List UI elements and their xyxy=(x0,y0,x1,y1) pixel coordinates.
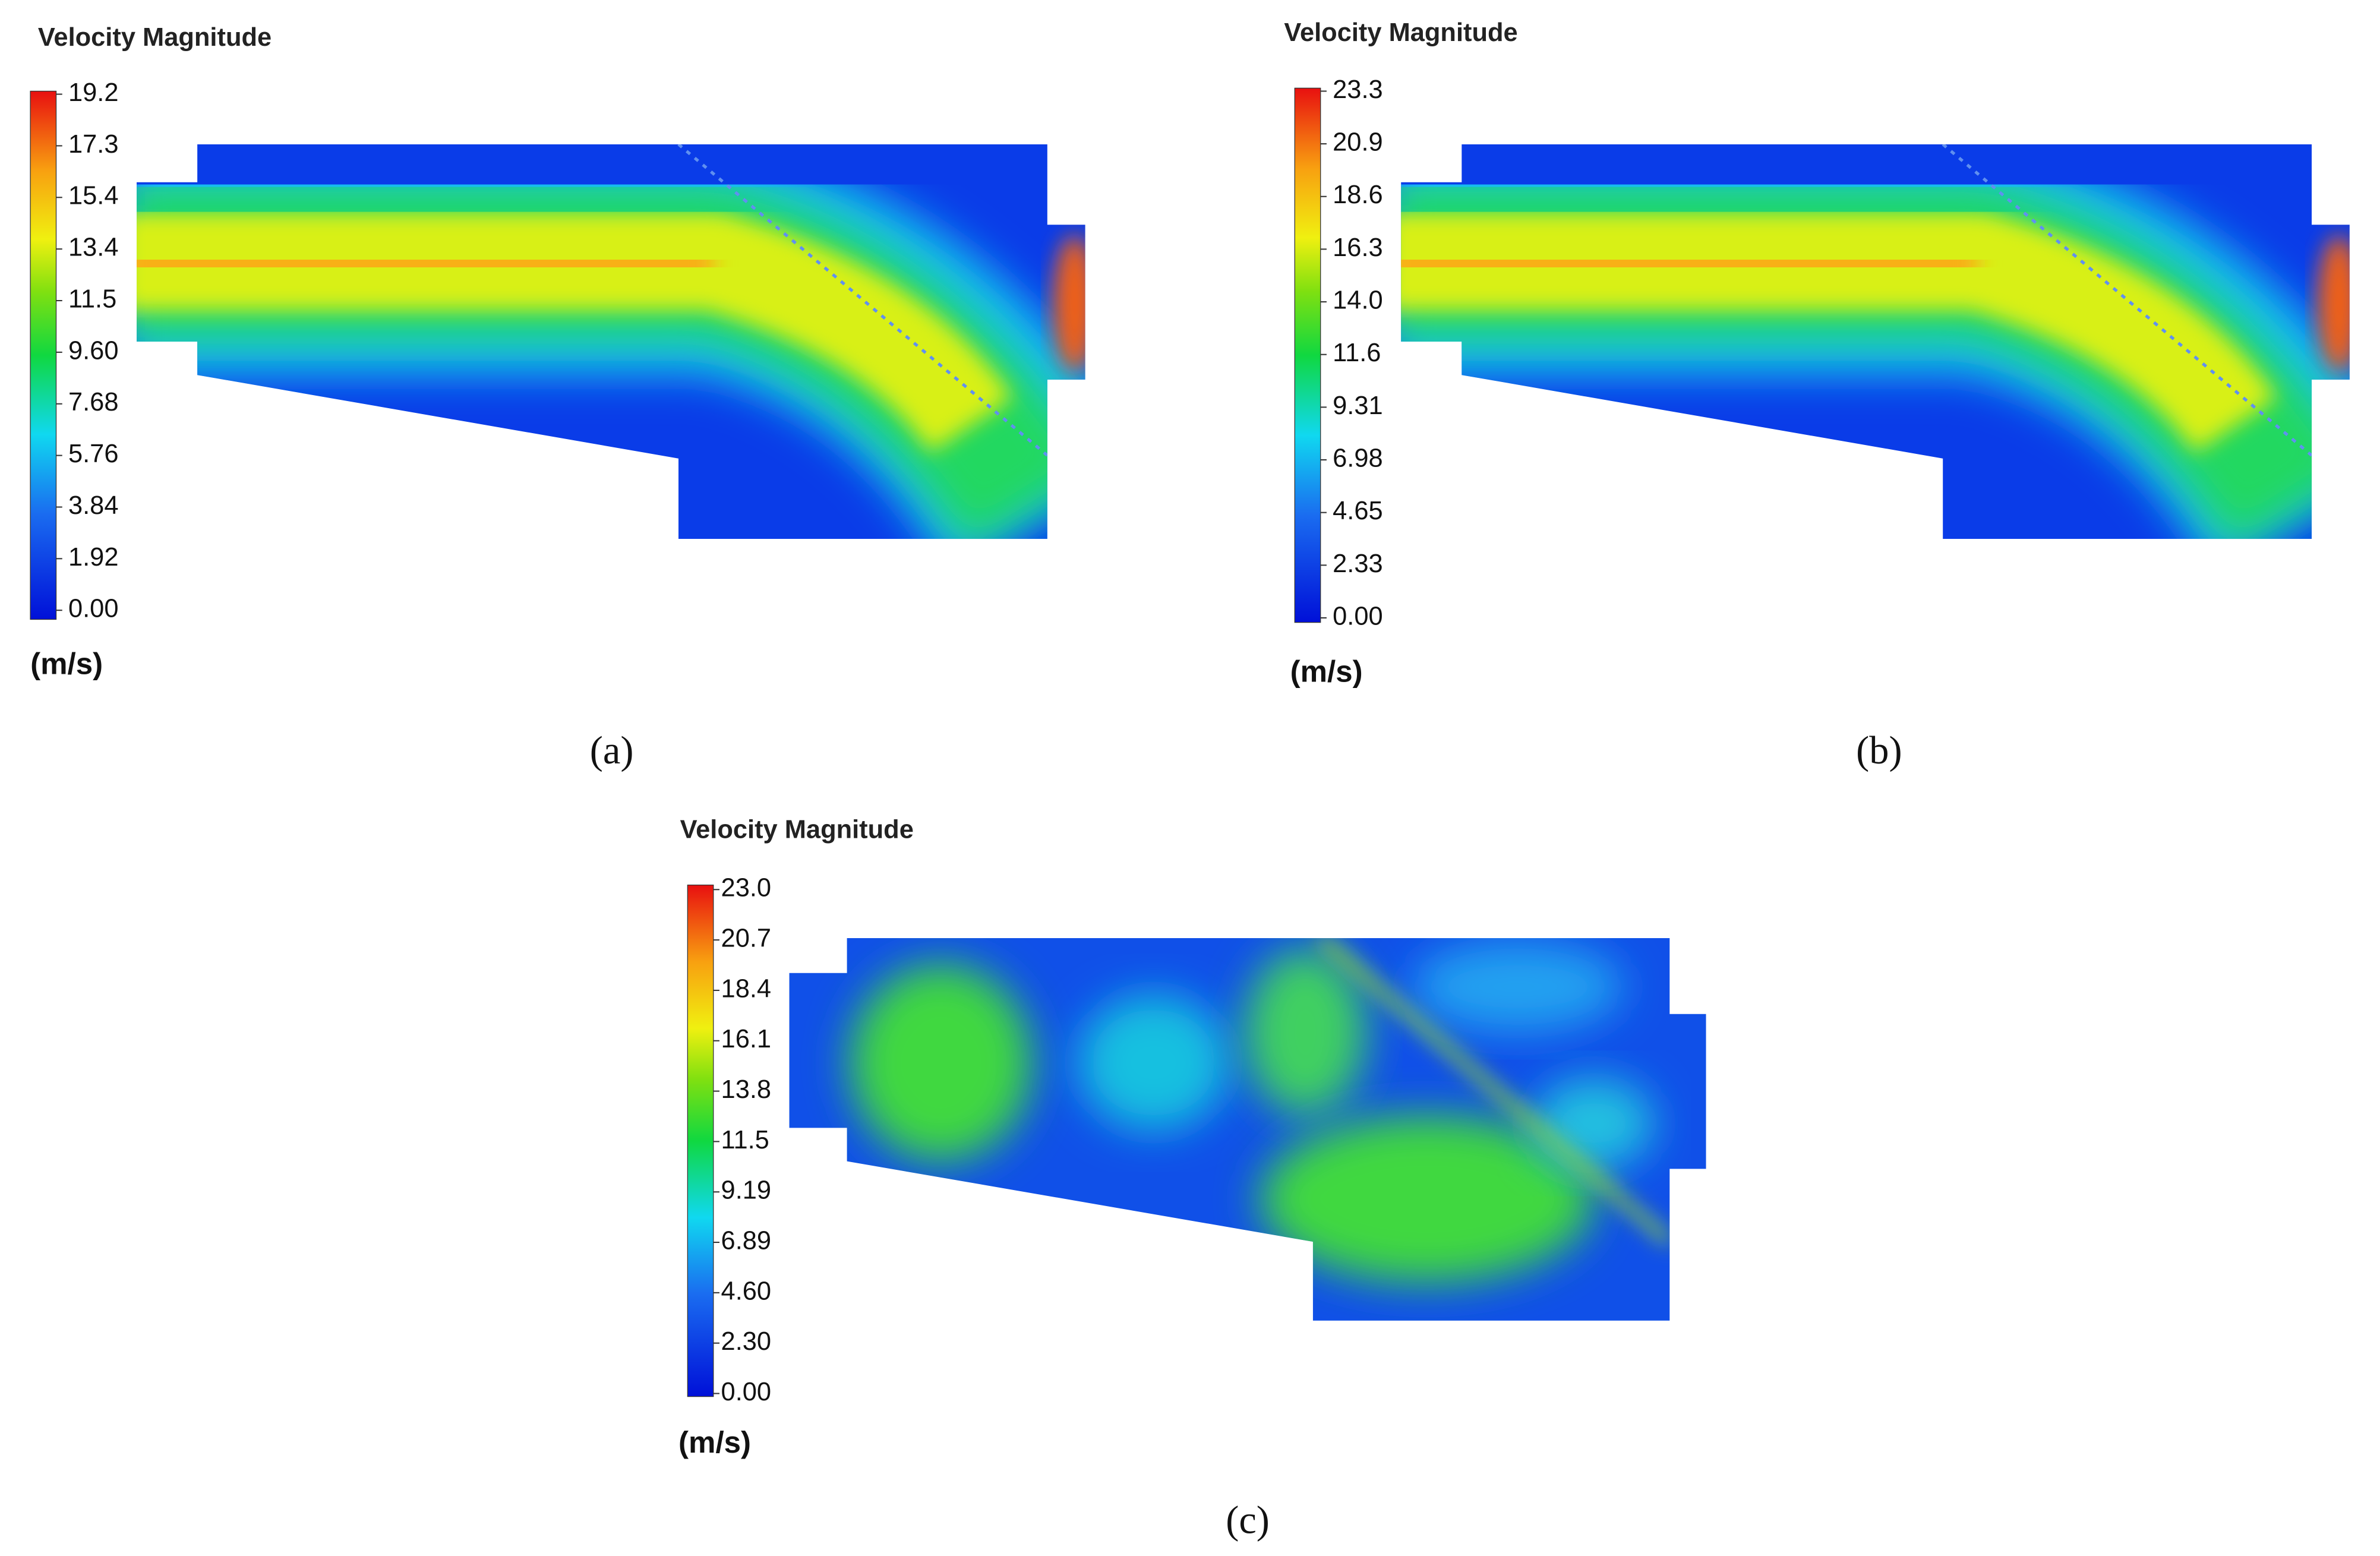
colorbar-tick-label: 16.1 xyxy=(721,1025,772,1053)
colorbar-tick-label: 11.5 xyxy=(721,1126,769,1154)
colorbar-tick-label: 4.65 xyxy=(1333,497,1383,525)
colorbar-tick-label: 20.9 xyxy=(1333,128,1383,157)
contour-c xyxy=(789,938,1706,1321)
colorbar-tick-label: 14.0 xyxy=(1333,286,1383,315)
panel-title: Velocity Magnitude xyxy=(38,23,272,52)
colorbar-tick-label: 11.5 xyxy=(68,285,116,313)
colorbar-unit: (m/s) xyxy=(1290,654,1363,688)
colorbar-tick-label: 17.3 xyxy=(68,130,119,159)
colorbar-tick-label: 18.4 xyxy=(721,974,772,1003)
colorbar-tick-label: 3.84 xyxy=(68,491,119,520)
colorbar-tick-label: 2.30 xyxy=(721,1327,772,1356)
colorbar-tick-label: 6.98 xyxy=(1333,444,1383,472)
colorbar-tick-label: 11.6 xyxy=(1333,339,1381,367)
colorbar-tick-label: 1.92 xyxy=(68,543,119,572)
colorbar-tick-label: 9.31 xyxy=(1333,392,1383,420)
colorbar-tick-label: 13.4 xyxy=(68,233,119,262)
panel-b-field xyxy=(1401,144,2350,539)
colorbar-tick-label: 23.0 xyxy=(721,874,772,902)
colorbar-tick-label: 16.3 xyxy=(1333,233,1383,262)
contour-a xyxy=(136,144,1085,539)
colorbar xyxy=(1294,87,1321,623)
colorbar-tick-label: 15.4 xyxy=(68,182,119,210)
panel-caption: (c) xyxy=(1226,1499,1270,1542)
colorbar-tick-label: 20.7 xyxy=(721,924,772,953)
colorbar-tick-label: 9.19 xyxy=(721,1176,772,1205)
colorbar-tick-label: 2.33 xyxy=(1333,550,1383,578)
panel-title: Velocity Magnitude xyxy=(680,815,914,844)
colorbar-tick-label: 13.8 xyxy=(721,1075,772,1104)
panel-caption: (a) xyxy=(590,729,634,772)
panel-title: Velocity Magnitude xyxy=(1284,18,1517,47)
colorbar-tick-label: 19.2 xyxy=(68,78,119,107)
colorbar-tick-label: 9.60 xyxy=(68,336,119,365)
panel-caption: (b) xyxy=(1856,729,1902,772)
colorbar-tick-label: 18.6 xyxy=(1333,181,1383,209)
colorbar-unit: (m/s) xyxy=(30,646,103,680)
colorbar-tick-label: 23.3 xyxy=(1333,75,1383,104)
colorbar xyxy=(30,90,57,620)
colorbar-tick-label: 0.00 xyxy=(68,595,119,623)
colorbar-unit: (m/s) xyxy=(678,1425,751,1459)
colorbar-tick-label: 7.68 xyxy=(68,388,119,416)
colorbar-tick-label: 5.76 xyxy=(68,440,119,468)
colorbar-tick-label: 0.00 xyxy=(1333,602,1383,630)
contour-b xyxy=(1401,144,2350,539)
colorbar-tick-label: 0.00 xyxy=(721,1378,772,1406)
colorbar-tick-label: 4.60 xyxy=(721,1277,772,1305)
colorbar xyxy=(687,884,714,1397)
colorbar-tick-label: 6.89 xyxy=(721,1226,772,1255)
